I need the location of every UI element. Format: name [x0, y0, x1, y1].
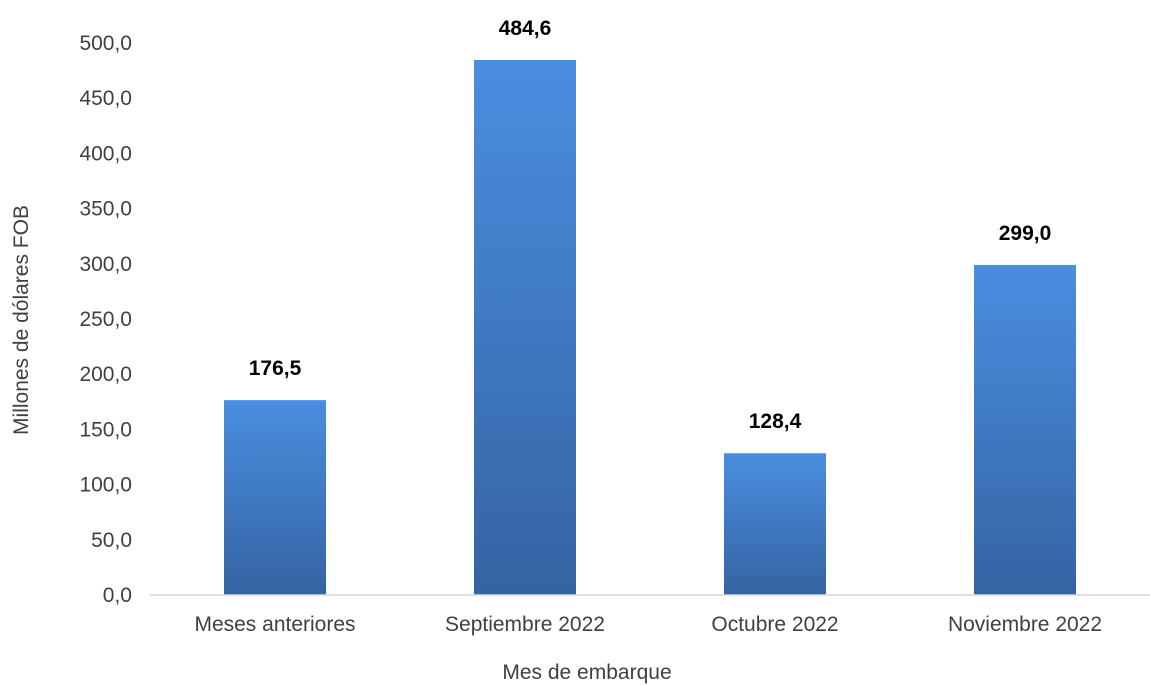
bar	[724, 453, 826, 595]
x-tick-label: Meses anteriores	[194, 613, 355, 636]
y-tick-label: 0,0	[103, 584, 132, 607]
y-tick-label: 350,0	[79, 198, 132, 221]
y-tick-label: 450,0	[79, 87, 132, 110]
bar-value-label: 484,6	[499, 17, 552, 40]
y-axis: 0,0 50,0 100,0 150,0 200,0 250,0 300,0 350,0 400…	[79, 32, 132, 607]
y-tick-label: 500,0	[79, 32, 132, 55]
bars-group	[224, 60, 1076, 596]
x-axis: Meses anteriores Septiembre 2022 Octubre 2…	[194, 613, 1102, 636]
bar	[974, 264, 1076, 595]
y-axis-title: Millones de dólares FOB	[10, 205, 33, 435]
y-tick-label: 100,0	[79, 474, 132, 497]
x-tick-label: Noviembre 2022	[948, 613, 1102, 636]
bar	[474, 60, 576, 596]
x-axis-title: Mes de embarque	[502, 661, 671, 684]
x-tick-label: Septiembre 2022	[445, 613, 605, 636]
y-tick-label: 200,0	[79, 363, 132, 386]
bar-value-label: 128,4	[749, 410, 802, 433]
x-tick-label: Octubre 2022	[711, 613, 838, 636]
data-labels-group: 176,5 484,6 128,4 299,0	[249, 17, 1052, 433]
y-tick-label: 300,0	[79, 253, 132, 276]
bar-value-label: 299,0	[999, 222, 1052, 245]
bar	[224, 400, 326, 595]
bar-value-label: 176,5	[249, 357, 302, 380]
y-tick-label: 250,0	[79, 308, 132, 331]
y-tick-label: 400,0	[79, 142, 132, 165]
y-tick-label: 50,0	[91, 529, 132, 552]
y-tick-label: 150,0	[79, 418, 132, 441]
